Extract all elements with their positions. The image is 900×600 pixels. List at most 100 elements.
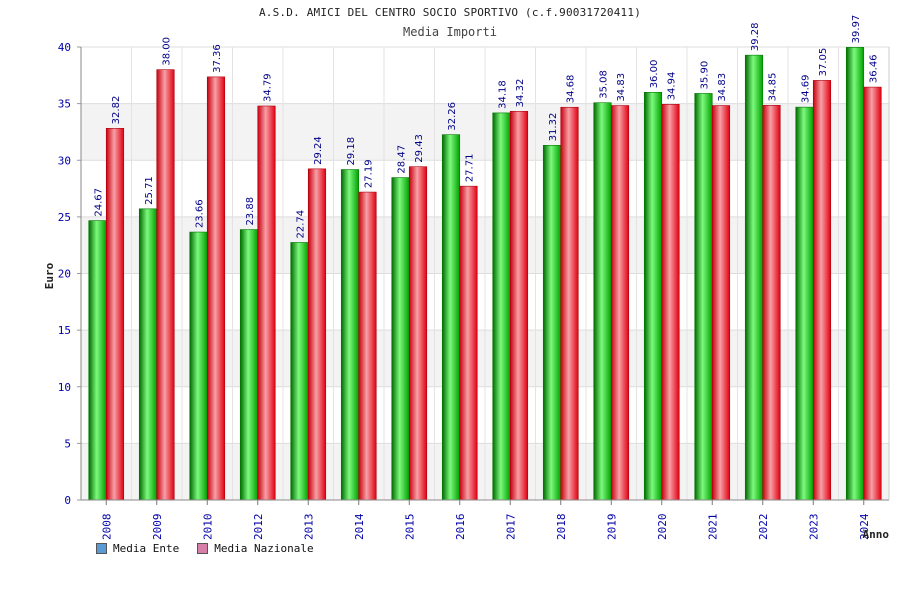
bar-media-ente [189, 231, 208, 501]
bar-media-ente [744, 54, 764, 501]
x-axis-label: Anno [863, 528, 890, 541]
y-axis-label: Euro [43, 262, 56, 289]
bar-media-nazionale [408, 166, 428, 501]
bar-media-nazionale [307, 168, 327, 501]
x-tick-label: 2012 [252, 514, 265, 541]
y-tick-label: 35 [58, 98, 71, 111]
x-tick-label: 2010 [201, 514, 214, 541]
x-tick-label: 2016 [454, 514, 467, 541]
bar-media-ente [593, 102, 612, 501]
bar-value-label: 28.47 [397, 145, 408, 174]
bar-value-label: 34.69 [801, 74, 812, 103]
bar-media-nazionale [206, 76, 226, 501]
bar-media-nazionale [509, 111, 529, 501]
x-tick-label: 2021 [706, 514, 719, 541]
x-tick-label: 2015 [403, 514, 416, 541]
bar-media-nazionale [105, 128, 125, 501]
bar-value-label: 27.71 [465, 154, 476, 183]
legend: Media Ente Media Nazionale [96, 542, 314, 555]
bar-media-nazionale [863, 86, 882, 501]
bar-media-ente [643, 92, 663, 501]
bar-value-label: 29.18 [346, 137, 357, 166]
bar-value-label: 37.05 [818, 48, 829, 77]
bars-group [88, 47, 882, 501]
bar-value-label: 23.88 [245, 197, 256, 226]
bar-media-nazionale [257, 105, 276, 501]
x-tick-label: 2022 [757, 514, 770, 541]
y-tick-label: 20 [58, 268, 71, 281]
legend-item-media-nazionale: Media Nazionale [197, 542, 314, 555]
bar-media-ente [694, 93, 713, 501]
bar-value-label: 22.74 [296, 210, 307, 239]
bar-media-ente [441, 134, 461, 501]
bar-value-label: 31.32 [548, 113, 559, 142]
chart-subtitle: Media Importi [403, 25, 497, 39]
bar-value-label: 36.46 [869, 54, 880, 83]
x-tick-label: 2013 [302, 514, 315, 541]
bar-media-nazionale [459, 185, 478, 501]
bar-value-label: 34.32 [515, 79, 526, 108]
bar-media-nazionale [358, 191, 377, 501]
x-tick-label: 2024 [858, 513, 871, 540]
bar-value-label: 32.26 [447, 102, 458, 131]
y-tick-label: 15 [58, 324, 71, 337]
bar-value-label: 27.19 [364, 159, 375, 188]
bar-media-nazionale [156, 69, 175, 501]
bar-value-label: 36.00 [649, 60, 660, 89]
bar-media-ente [845, 47, 865, 501]
x-tick-label: 2008 [100, 514, 113, 541]
bar-value-label: 32.82 [111, 96, 122, 125]
legend-item-media-ente: Media Ente [96, 542, 179, 555]
legend-label-media-nazionale: Media Nazionale [214, 542, 314, 555]
bar-media-nazionale [560, 106, 579, 501]
bar-value-label: 34.85 [768, 73, 779, 102]
legend-label-media-ente: Media Ente [113, 542, 180, 555]
bar-value-label: 34.83 [616, 73, 627, 102]
bar-media-nazionale [661, 104, 680, 501]
bar-value-label: 29.24 [313, 136, 324, 165]
bar-media-ente [795, 106, 814, 501]
bar-value-label: 39.97 [851, 15, 862, 44]
x-tick-label: 2017 [504, 514, 517, 541]
bar-media-ente [239, 229, 259, 501]
bar-media-ente [88, 220, 107, 501]
chart-title: A.S.D. AMICI DEL CENTRO SOCIO SPORTIVO (… [258, 6, 642, 19]
x-tick-label: 2020 [656, 514, 669, 541]
bar-media-nazionale [812, 80, 832, 501]
bar-value-label: 23.66 [195, 199, 206, 228]
y-tick-label: 10 [58, 381, 71, 394]
bar-value-label: 35.08 [599, 70, 610, 99]
bar-value-label: 34.94 [667, 72, 678, 101]
x-tick-label: 2023 [807, 514, 820, 541]
x-tick-label: 2018 [555, 514, 568, 541]
bar-media-nazionale [610, 105, 630, 501]
y-tick-label: 40 [58, 41, 71, 54]
bar-value-label: 34.68 [566, 75, 577, 104]
bar-media-ente [138, 208, 158, 501]
bar-media-nazionale [762, 105, 781, 501]
y-tick-label: 25 [58, 211, 71, 224]
bar-media-ente [290, 242, 309, 501]
bar-media-ente [340, 169, 360, 501]
bar-value-label: 34.83 [717, 73, 728, 102]
legend-swatch-media-ente [96, 543, 107, 554]
bar-value-label: 38.00 [162, 37, 173, 66]
axes: 0 5 10 15 20 25 30 35 40 2008 2009 2010 2012 2013 2014… [58, 41, 890, 541]
bar-value-label: 34.18 [498, 80, 509, 109]
y-tick-label: 30 [58, 154, 71, 167]
bar-media-ente [542, 145, 562, 501]
x-tick-label: 2009 [151, 514, 164, 541]
bar-media-nazionale [711, 105, 731, 501]
bar-value-label: 25.71 [144, 176, 155, 205]
bar-value-label: 35.90 [700, 61, 711, 90]
bar-value-label: 34.79 [263, 73, 274, 102]
bar-value-label: 29.43 [414, 134, 425, 163]
x-tick-label: 2014 [353, 513, 366, 540]
bar-value-label: 24.67 [94, 188, 105, 217]
bar-media-ente [492, 112, 511, 501]
y-tick-label: 5 [64, 437, 71, 450]
data-labels: 24.67 32.82 25.71 38.00 23.66 37.36 23.88 34.79… [94, 15, 880, 239]
legend-swatch-media-nazionale [197, 543, 209, 554]
bar-value-label: 39.28 [750, 23, 761, 52]
